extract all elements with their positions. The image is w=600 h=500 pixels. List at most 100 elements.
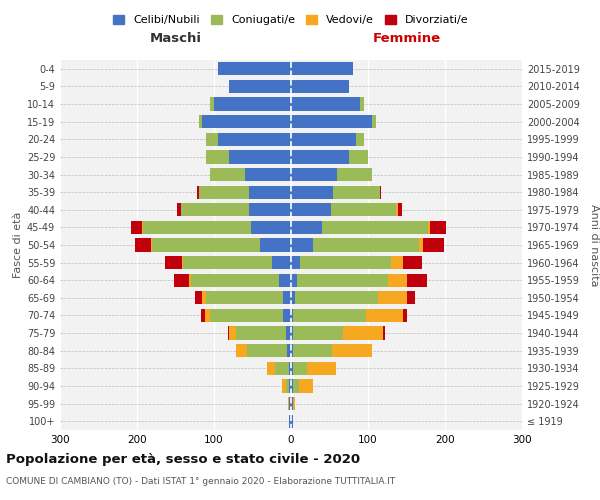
Bar xyxy=(378,291,407,304)
Bar xyxy=(293,309,367,322)
Bar xyxy=(291,168,337,181)
Bar xyxy=(334,186,380,198)
Bar xyxy=(391,256,403,269)
Bar xyxy=(183,256,272,269)
Bar xyxy=(293,326,343,340)
Bar xyxy=(286,380,289,392)
Bar xyxy=(267,362,275,375)
Bar xyxy=(297,274,388,287)
Bar xyxy=(218,62,291,76)
Bar xyxy=(143,221,251,234)
Bar xyxy=(228,326,229,340)
Bar xyxy=(210,98,214,110)
Bar xyxy=(202,115,291,128)
Bar xyxy=(291,186,334,198)
Bar xyxy=(291,291,295,304)
Bar xyxy=(419,238,422,252)
Bar xyxy=(151,238,152,252)
Bar xyxy=(152,238,260,252)
Text: COMUNE DI CAMBIANO (TO) - Dati ISTAT 1° gennaio 2020 - Elaborazione TUTTITALIA.I: COMUNE DI CAMBIANO (TO) - Dati ISTAT 1° … xyxy=(6,478,395,486)
Bar xyxy=(291,380,293,392)
Bar xyxy=(286,326,291,340)
Bar xyxy=(291,98,360,110)
Y-axis label: Fasce di età: Fasce di età xyxy=(13,212,23,278)
Bar xyxy=(291,150,349,164)
Bar xyxy=(367,309,403,322)
Bar xyxy=(218,132,291,146)
Bar xyxy=(229,80,291,93)
Bar xyxy=(283,309,291,322)
Bar xyxy=(229,150,291,164)
Bar xyxy=(236,344,247,358)
Text: Femmine: Femmine xyxy=(373,32,440,45)
Bar xyxy=(291,344,293,358)
Bar xyxy=(248,186,291,198)
Bar xyxy=(343,326,383,340)
Bar xyxy=(136,238,151,252)
Bar xyxy=(398,203,402,216)
Bar xyxy=(291,326,293,340)
Bar xyxy=(206,132,218,146)
Bar xyxy=(199,115,202,128)
Bar xyxy=(428,221,430,234)
Bar xyxy=(280,274,291,287)
Bar xyxy=(356,132,364,146)
Bar xyxy=(295,291,378,304)
Bar xyxy=(210,168,245,181)
Bar xyxy=(199,186,248,198)
Bar xyxy=(293,380,299,392)
Bar xyxy=(291,362,293,375)
Bar xyxy=(248,203,291,216)
Bar xyxy=(422,238,444,252)
Bar xyxy=(380,186,381,198)
Bar xyxy=(214,98,291,110)
Bar xyxy=(291,397,293,410)
Text: Maschi: Maschi xyxy=(149,32,202,45)
Bar xyxy=(372,115,376,128)
Bar xyxy=(293,397,295,410)
Bar xyxy=(236,326,286,340)
Bar xyxy=(131,221,142,234)
Bar xyxy=(197,186,199,198)
Bar xyxy=(288,397,289,410)
Bar xyxy=(190,274,191,287)
Bar xyxy=(174,274,190,287)
Bar xyxy=(388,274,407,287)
Bar xyxy=(322,221,428,234)
Bar xyxy=(397,203,398,216)
Bar xyxy=(260,238,291,252)
Bar xyxy=(430,221,446,234)
Bar xyxy=(272,256,291,269)
Bar xyxy=(291,309,293,322)
Legend: Celibi/Nubili, Coniugati/e, Vedovi/e, Divorziati/e: Celibi/Nubili, Coniugati/e, Vedovi/e, Di… xyxy=(109,10,473,29)
Y-axis label: Anni di nascita: Anni di nascita xyxy=(589,204,599,286)
Bar xyxy=(291,238,313,252)
Bar xyxy=(291,274,297,287)
Bar xyxy=(181,203,248,216)
Bar xyxy=(291,203,331,216)
Bar xyxy=(251,221,291,234)
Bar xyxy=(299,380,313,392)
Bar xyxy=(289,414,291,428)
Bar xyxy=(293,344,332,358)
Bar xyxy=(142,221,143,234)
Bar xyxy=(291,414,293,428)
Bar xyxy=(407,274,427,287)
Bar xyxy=(282,380,286,392)
Bar xyxy=(291,62,353,76)
Bar xyxy=(289,397,291,410)
Bar xyxy=(289,362,291,375)
Bar xyxy=(291,80,349,93)
Bar xyxy=(407,291,415,304)
Bar xyxy=(210,309,283,322)
Bar xyxy=(229,326,236,340)
Bar xyxy=(206,291,283,304)
Bar xyxy=(293,362,307,375)
Bar xyxy=(337,168,372,181)
Bar xyxy=(313,238,419,252)
Bar xyxy=(331,203,397,216)
Bar xyxy=(206,150,229,164)
Bar xyxy=(403,256,422,269)
Bar xyxy=(349,150,368,164)
Bar xyxy=(202,291,206,304)
